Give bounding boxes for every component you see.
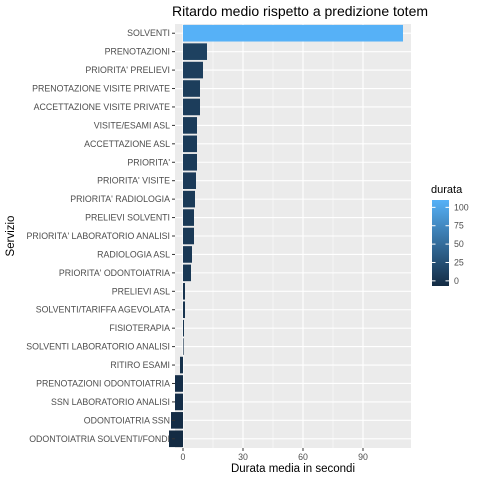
x-axis: 0 30 60 90: [181, 448, 368, 462]
y-tick-label: SSN LABORATORIO ANALISI: [51, 397, 170, 407]
y-tick-label: SOLVENTI/TARIFFA AGEVOLATA: [36, 305, 170, 315]
y-tick-label: FISIOTERAPIA: [109, 323, 170, 333]
bar: [183, 117, 197, 134]
x-tick-label: 90: [358, 452, 368, 462]
bar: [175, 393, 183, 411]
bar: [183, 172, 196, 189]
y-tick-label: PRENOTAZIONI: [105, 47, 170, 57]
y-tick-label: PRENOTAZIONE VISITE PRIVATE: [32, 84, 170, 94]
bar: [183, 80, 200, 97]
y-tick-label: ACCETTAZIONE ASL: [84, 139, 170, 149]
y-tick-label: SOLVENTI LABORATORIO ANALISI: [26, 342, 170, 352]
bar: [183, 61, 203, 79]
y-tick-label: PRIORITA' RADIOLOGIA: [70, 194, 170, 204]
y-tick-label: PRENOTAZIONI ODONTOIATRIA: [36, 378, 170, 388]
y-tick-label: RADIOLOGIA ASL: [97, 249, 170, 259]
y-tick-label: PRIORITA': [127, 157, 170, 167]
bar: [183, 98, 200, 116]
bar: [183, 301, 185, 319]
bar: [183, 283, 185, 300]
legend-colorbar: [432, 200, 449, 286]
legend-label: 75: [454, 221, 464, 231]
bar: [183, 209, 194, 226]
bar: [183, 24, 403, 42]
y-axis: SOLVENTI PRENOTAZIONI PRIORITA' PRELIEVI PR…: [26, 28, 175, 444]
bar: [175, 375, 183, 392]
bar: [171, 412, 183, 429]
y-tick-label: PRELIEVI SOLVENTI: [85, 213, 170, 223]
x-tick-label: 0: [181, 452, 186, 462]
y-tick-label: ODONTOIATRIA SSN: [84, 415, 170, 425]
bar: [183, 135, 197, 153]
x-tick-label: 30: [238, 452, 248, 462]
y-tick-label: ACCETTAZIONE VISITE PRIVATE: [34, 102, 171, 112]
y-tick-label: PRELIEVI ASL: [112, 286, 170, 296]
legend-ticks: 0 25 50 75 100: [432, 202, 469, 286]
y-tick-label: RITIRO ESAMI: [110, 360, 170, 370]
y-tick-label: PRIORITA' ODONTOIATRIA: [59, 268, 170, 278]
grid-major: [175, 24, 411, 448]
bar: [183, 264, 191, 282]
bar: [183, 43, 207, 60]
bar: [183, 190, 195, 208]
legend-label: 0: [454, 276, 459, 286]
y-axis-title: Servizio: [5, 216, 17, 257]
x-axis-title: Durata media in secondi: [231, 463, 355, 475]
bars: [169, 24, 403, 448]
bar: [183, 338, 184, 355]
bar: [180, 356, 183, 374]
y-tick-label: VISITE/ESAMI ASL: [94, 120, 170, 130]
legend-label: 50: [454, 239, 464, 249]
bar: [183, 153, 197, 171]
y-tick-label: PRIORITA' PRELIEVI: [85, 65, 170, 75]
bar: [169, 430, 183, 448]
bar: [183, 319, 184, 337]
y-tick-label: PRIORITA' VISITE: [97, 176, 170, 186]
y-tick-label: ODONTOIATRIA SOLVENTI/FONDI: [29, 434, 170, 444]
legend: durata 0 25 50 75 100: [431, 184, 469, 286]
legend-title: durata: [431, 184, 463, 196]
legend-label: 25: [454, 257, 464, 267]
y-tick-label: PRIORITA' LABORATORIO ANALISI: [27, 231, 170, 241]
bar: [183, 227, 194, 245]
bar: [183, 246, 192, 263]
chart-title: Ritardo medio rispetto a predizione tote…: [172, 3, 428, 19]
x-tick-label: 60: [298, 452, 308, 462]
legend-label: 100: [454, 202, 469, 212]
y-tick-label: SOLVENTI: [127, 28, 170, 38]
